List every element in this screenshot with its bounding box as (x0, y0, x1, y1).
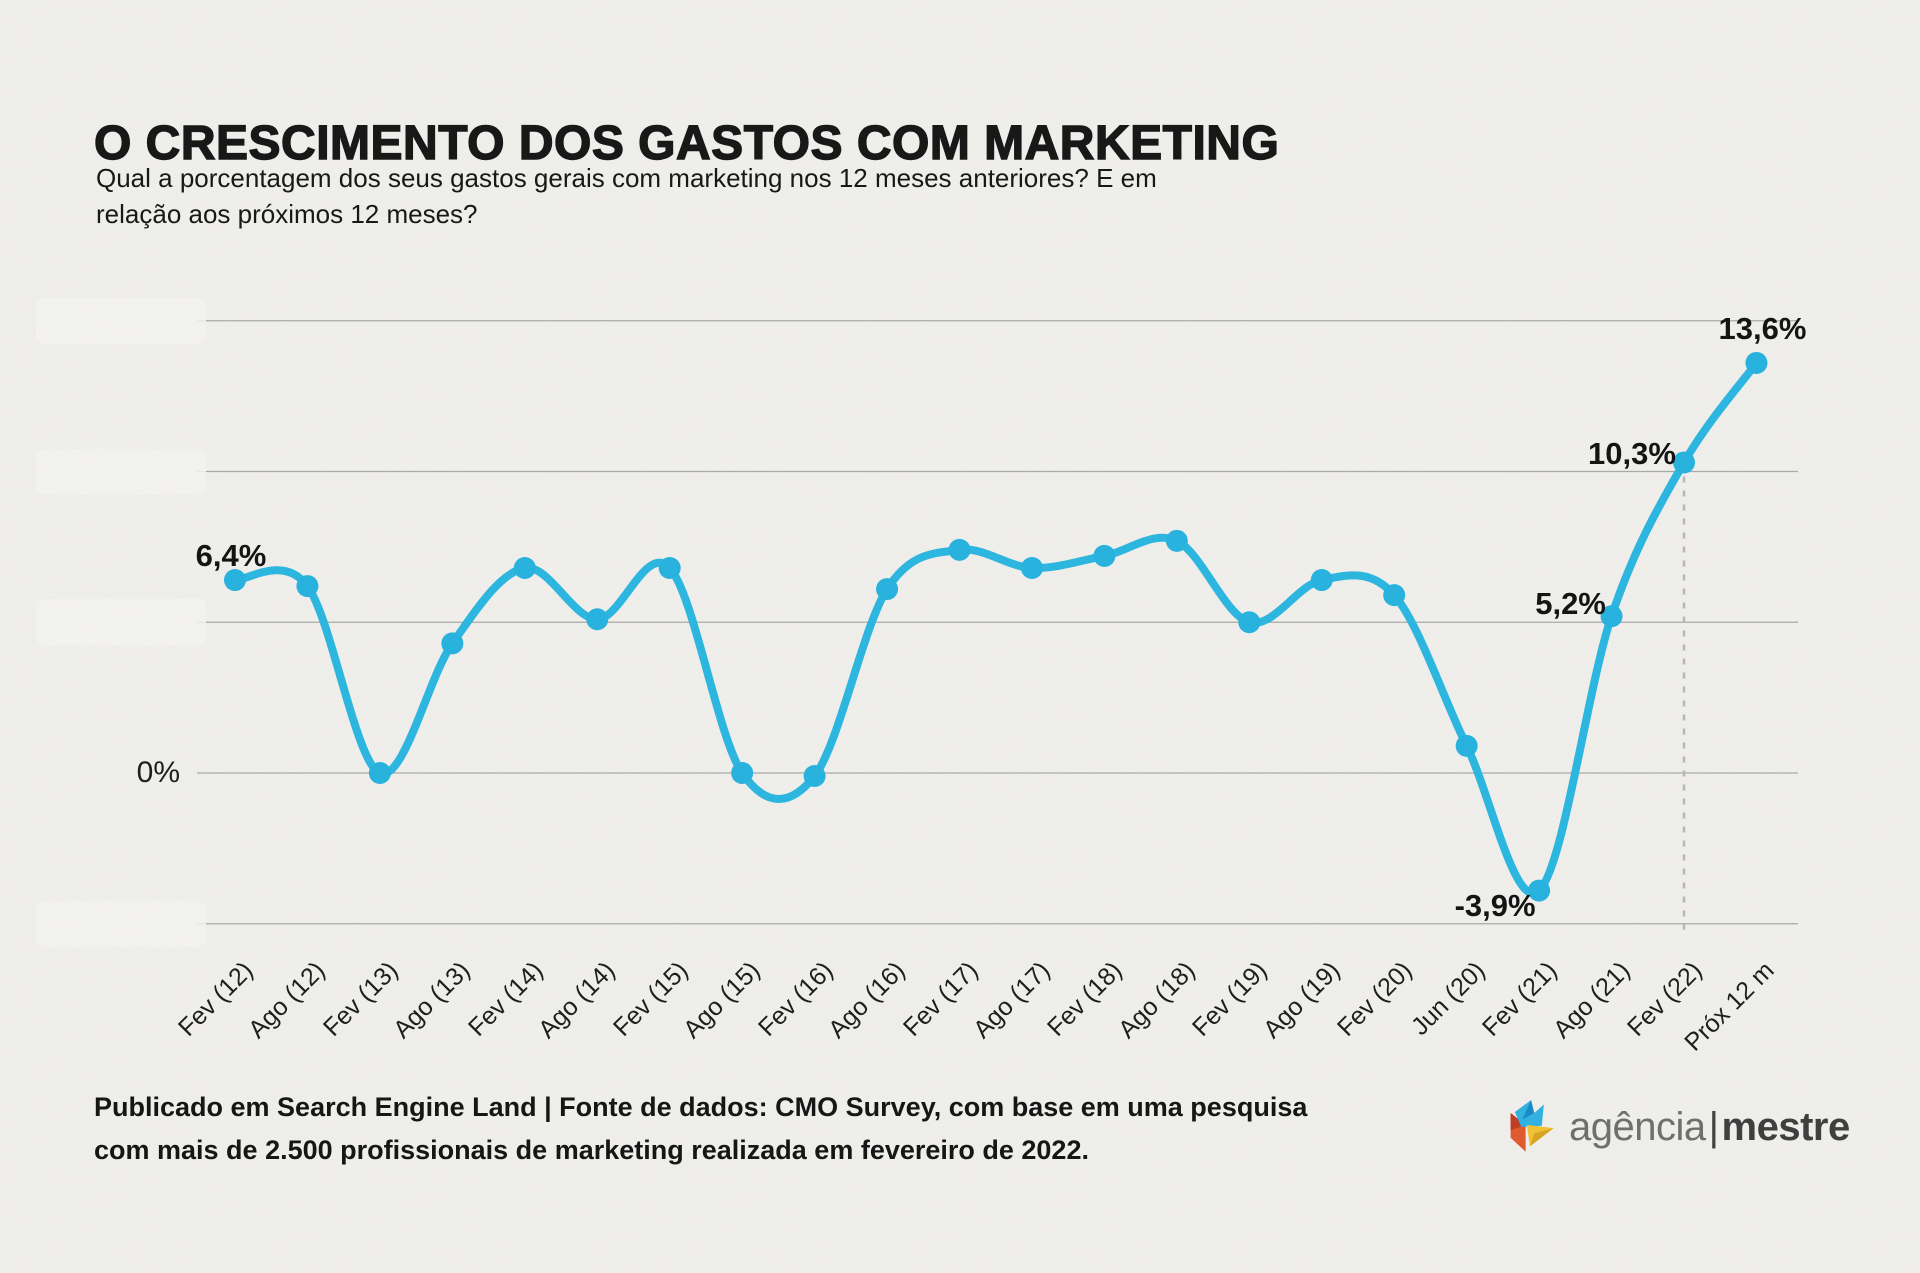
data-point (948, 538, 971, 561)
data-point (368, 762, 391, 784)
data-point (876, 578, 899, 601)
data-point (803, 765, 826, 788)
data-point (441, 632, 464, 655)
erased-axis-label-patch (36, 448, 206, 495)
data-point (586, 608, 609, 631)
trend-line (231, 359, 1761, 898)
pinwheel-logo-icon (1510, 1100, 1554, 1152)
data-point (1310, 569, 1333, 592)
value-label: 5,2% (1535, 586, 1606, 622)
erased-axis-label-patch (36, 297, 206, 344)
logo-mestre-text: mestre (1721, 1104, 1851, 1149)
data-point (1455, 734, 1478, 757)
data-point (1093, 544, 1116, 567)
logo-pipe-separator: | (1708, 1104, 1719, 1149)
data-point (1745, 351, 1768, 374)
data-point (1165, 529, 1188, 552)
data-point (731, 762, 754, 784)
data-point (658, 556, 681, 579)
value-label: 6,4% (195, 538, 267, 574)
data-point (1238, 611, 1261, 634)
data-point (513, 556, 536, 579)
data-point (296, 575, 319, 598)
data-point (1673, 451, 1695, 474)
data-point (1383, 584, 1406, 607)
value-label: 13,6% (1718, 310, 1807, 346)
data-point (1020, 556, 1043, 579)
logo-wordmark: agência|mestre (1569, 1105, 1850, 1150)
erased-axis-label-patch (36, 599, 206, 646)
source-note: Publicado em Search Engine Land | Fonte … (94, 1086, 1307, 1172)
logo-agencia-text: agência (1569, 1104, 1706, 1149)
agencia-mestre-logo: agência|mestre (1503, 1098, 1850, 1156)
value-label: 10,3% (1588, 436, 1676, 472)
value-label: -3,9% (1454, 887, 1536, 923)
y-axis-label: 0% (136, 756, 180, 789)
source-note-line-1: Publicado em Search Engine Land | Fonte … (94, 1092, 1308, 1122)
erased-axis-label-patch (36, 900, 206, 947)
source-note-line-2: com mais de 2.500 profissionais de marke… (94, 1135, 1089, 1165)
